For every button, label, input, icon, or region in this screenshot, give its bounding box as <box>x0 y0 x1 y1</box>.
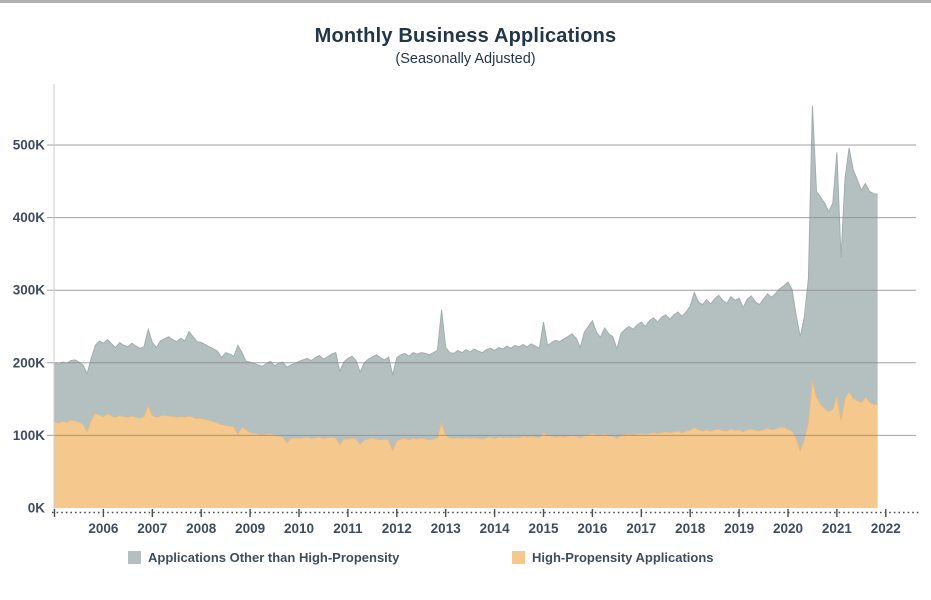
x-tick-label-2016: 2016 <box>577 521 608 536</box>
top-divider-line <box>0 0 931 3</box>
legend-label-high-propensity: High-Propensity Applications <box>532 550 714 565</box>
x-tick-label-2012: 2012 <box>382 521 412 536</box>
legend-swatch-high-propensity-icon <box>512 551 525 564</box>
y-tick-label-0K: 0K <box>28 501 46 516</box>
area-other-top-edge <box>54 105 878 376</box>
y-tick-label-100K: 100K <box>13 428 46 443</box>
chart-title: Monthly Business Applications <box>314 25 617 47</box>
x-tick-label-2021: 2021 <box>822 521 853 536</box>
x-tick-label-2009: 2009 <box>235 521 265 536</box>
x-tick-label-2006: 2006 <box>88 521 119 536</box>
x-tick-label-2014: 2014 <box>480 521 511 536</box>
x-tick-label-2020: 2020 <box>773 521 803 536</box>
x-tick-label-2022: 2022 <box>871 521 901 536</box>
legend-item-high-propensity: High-Propensity Applications <box>512 550 714 565</box>
y-tick-label-500K: 500K <box>13 138 46 153</box>
x-tick-label-2008: 2008 <box>186 521 217 536</box>
x-tick-label-2013: 2013 <box>431 521 462 536</box>
y-tick-label-300K: 300K <box>13 283 46 298</box>
chart-subtitle: (Seasonally Adjusted) <box>395 51 536 67</box>
x-tick-label-2007: 2007 <box>137 521 167 536</box>
x-tick-label-2017: 2017 <box>626 521 656 536</box>
legend-swatch-other-icon <box>128 551 141 564</box>
area-high-propensity-top-edge <box>54 380 878 453</box>
area-high-propensity <box>54 380 878 508</box>
title-block: Monthly Business Applications (Seasonall… <box>0 25 931 67</box>
y-tick-label-200K: 200K <box>13 355 46 370</box>
x-tick-label-2015: 2015 <box>528 521 559 536</box>
x-tick-label-2018: 2018 <box>675 521 706 536</box>
legend-label-other: Applications Other than High-Propensity <box>148 550 400 565</box>
area-other-than-high-propensity <box>54 105 878 509</box>
x-tick-label-2010: 2010 <box>284 521 314 536</box>
y-tick-label-400K: 400K <box>13 210 46 225</box>
legend-item-other-than-high-propensity: Applications Other than High-Propensity <box>128 550 399 565</box>
x-tick-label-2019: 2019 <box>724 521 754 536</box>
x-tick-label-2011: 2011 <box>333 521 363 536</box>
